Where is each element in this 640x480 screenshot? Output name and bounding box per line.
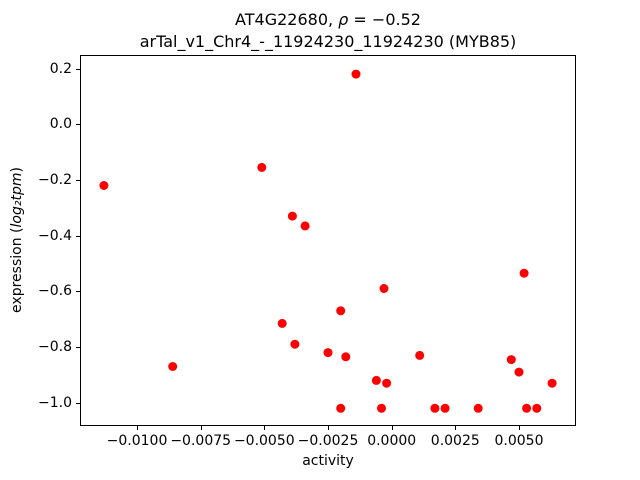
data-point [336, 306, 346, 316]
y-tick-label: 0.2 [49, 60, 72, 77]
y-tick-label: −0.6 [38, 283, 72, 300]
data-point [430, 403, 440, 413]
data-point [547, 378, 557, 388]
x-tick-mark [391, 426, 393, 430]
x-tick-mark [455, 426, 457, 430]
x-tick-mark [328, 426, 329, 430]
x-tick-label: −0.0075 [170, 433, 232, 449]
x-tick-label: 0.0025 [430, 433, 480, 449]
data-point [371, 375, 381, 385]
data-point [532, 403, 542, 413]
data-point [168, 362, 178, 371]
y-tick-label: −0.2 [38, 171, 72, 188]
y-tick-mark [76, 291, 80, 293]
x-tick-label: −0.0100 [106, 433, 168, 449]
y-tick-mark [76, 179, 80, 181]
x-tick-label: −0.0025 [297, 433, 359, 449]
data-point [514, 367, 524, 377]
y-tick-mark [76, 68, 80, 70]
x-tick-mark [264, 426, 266, 430]
y-tick-mark [76, 124, 80, 126]
title-rho-symbol: ρ [338, 10, 349, 29]
data-point [382, 378, 392, 388]
data-point [473, 403, 483, 413]
data-point [377, 403, 386, 413]
y-tick-mark [76, 235, 80, 237]
y-tick-mark [76, 347, 80, 348]
x-tick-mark [137, 426, 138, 430]
data-point [519, 268, 529, 278]
data-point [99, 181, 109, 190]
data-point [379, 284, 389, 293]
y-tick-label: 0.0 [49, 116, 72, 133]
data-point [341, 352, 351, 362]
data-point [290, 339, 300, 349]
data-point [257, 162, 267, 172]
chart-title-line2: arTal_v1_Chr4_-_11924230_11924230 (MYB85… [139, 31, 517, 51]
data-point [323, 348, 333, 358]
data-point [287, 211, 297, 221]
y-tick-label: −1.0 [38, 394, 72, 411]
data-point [415, 350, 425, 360]
y-tick-label: −0.4 [38, 227, 72, 244]
title-correlation-value: = −0.52 [348, 10, 421, 29]
x-tick-label: −0.0050 [233, 433, 295, 449]
data-point [336, 403, 346, 413]
data-point [277, 318, 287, 328]
data-point [300, 221, 310, 231]
x-tick-label: 0.0000 [367, 433, 417, 449]
y-tick-label: −0.8 [38, 339, 72, 355]
data-point [440, 403, 450, 413]
chart-title-line1: AT4G22680, ρ = −0.52 [80, 9, 576, 31]
data-point [522, 403, 532, 413]
scatter-points-layer [99, 69, 557, 413]
x-tick-mark [200, 426, 202, 430]
title-gene-text: AT4G22680, [235, 10, 339, 29]
x-tick-label: 0.0050 [494, 433, 544, 449]
chart-title: AT4G22680, ρ = −0.52 arTal_v1_Chr4_-_119… [80, 9, 576, 52]
data-point [506, 355, 516, 365]
data-point [351, 69, 361, 79]
x-axis-label: activity [302, 453, 354, 469]
plot-area [80, 55, 576, 426]
y-tick-mark [76, 402, 80, 404]
x-tick-mark [519, 426, 520, 430]
